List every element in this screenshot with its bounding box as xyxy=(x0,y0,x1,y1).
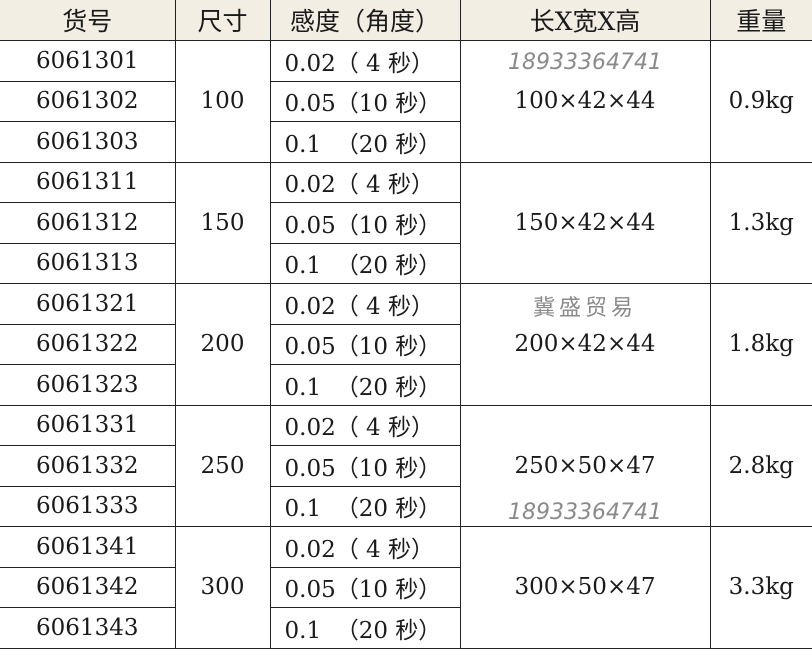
table-row: 6061332 0.05（10 秒） xyxy=(0,445,812,487)
item-number: 6061311 xyxy=(0,161,176,203)
table-row: 6061323 0.1 （20 秒） xyxy=(0,364,812,406)
table-row: 6061322 0.05（10 秒） xyxy=(0,323,812,365)
header-row: 货号 尺寸 感度（角度） 长X宽X高 重量 xyxy=(0,0,812,41)
sensitivity-cell: 0.1 （20 秒） xyxy=(269,607,460,649)
sensitivity-cell: 0.05（10 秒） xyxy=(269,566,460,608)
dimensions-cell: 150×42×44 xyxy=(459,161,711,284)
item-number: 6061322 xyxy=(0,323,176,365)
weight-cell: 0.9kg xyxy=(709,40,812,163)
size-cell: 200 xyxy=(174,283,271,406)
table-row: 6061331 250 0.02（ 4 秒） 250×50×47 2.8kg xyxy=(0,404,812,527)
weight-cell: 1.8kg xyxy=(709,283,812,406)
item-number: 6061342 xyxy=(0,566,176,608)
weight-cell: 3.3kg xyxy=(709,526,812,649)
item-number: 6061323 xyxy=(0,364,176,406)
size-cell: 250 xyxy=(174,404,271,527)
item-number: 6061312 xyxy=(0,202,176,244)
sensitivity-cell: 0.02（ 4 秒） xyxy=(269,526,461,568)
sensitivity-cell: 0.02（ 4 秒） xyxy=(269,161,461,203)
size-cell: 150 xyxy=(174,161,271,284)
header-weight: 重量 xyxy=(709,0,812,41)
sensitivity-cell: 0.1 （20 秒） xyxy=(269,364,460,406)
sensitivity-cell: 0.05（10 秒） xyxy=(269,323,460,365)
item-number: 6061321 xyxy=(0,283,176,325)
sensitivity-cell: 0.02（ 4 秒） xyxy=(269,404,461,446)
sensitivity-cell: 0.05（10 秒） xyxy=(269,202,460,244)
table-row: 6061302 0.05（10 秒） xyxy=(0,80,812,122)
sensitivity-cell: 0.05（10 秒） xyxy=(269,445,460,487)
table-row: 6061311 150 0.02（ 4 秒） 150×42×44 1.3kg xyxy=(0,161,812,284)
table-row: 6061333 0.1 （20 秒） xyxy=(0,485,812,527)
item-number: 6061303 xyxy=(0,121,176,163)
item-number: 6061341 xyxy=(0,526,176,568)
item-number: 6061313 xyxy=(0,242,176,284)
item-number: 6061343 xyxy=(0,607,176,649)
header-item-no: 货号 xyxy=(0,0,176,41)
dimensions-cell: 300×50×47 xyxy=(459,526,711,649)
table-row: 6061313 0.1 （20 秒） xyxy=(0,242,812,284)
dimensions-cell: 250×50×47 xyxy=(459,404,711,527)
item-number: 6061331 xyxy=(0,404,176,446)
sensitivity-cell: 0.1 （20 秒） xyxy=(269,242,460,284)
sensitivity-cell: 0.02（ 4 秒） xyxy=(269,283,461,325)
table-row: 6061301 100 0.02（ 4 秒） 100×42×44 0.9kg xyxy=(0,40,812,163)
table-row: 6061321 200 0.02（ 4 秒） 200×42×44 1.8kg xyxy=(0,283,812,406)
header-dimensions: 长X宽X高 xyxy=(459,0,711,41)
weight-cell: 1.3kg xyxy=(709,161,812,284)
item-number: 6061302 xyxy=(0,80,176,122)
sensitivity-cell: 0.02（ 4 秒） xyxy=(269,40,461,82)
item-number: 6061333 xyxy=(0,485,176,527)
sensitivity-cell: 0.05（10 秒） xyxy=(269,80,460,122)
item-number: 6061301 xyxy=(0,40,176,82)
sensitivity-cell: 0.1 （20 秒） xyxy=(269,121,460,163)
weight-cell: 2.8kg xyxy=(709,404,812,527)
header-size: 尺寸 xyxy=(174,0,271,41)
size-cell: 100 xyxy=(174,40,271,163)
dimensions-cell: 100×42×44 xyxy=(459,40,711,163)
table-row: 6061342 0.05（10 秒） xyxy=(0,566,812,608)
dimensions-cell: 200×42×44 xyxy=(459,283,711,406)
item-number: 6061332 xyxy=(0,445,176,487)
header-sensitivity: 感度（角度） xyxy=(269,0,461,41)
size-cell: 300 xyxy=(174,526,271,649)
table-row: 6061341 300 0.02（ 4 秒） 300×50×47 3.3kg xyxy=(0,526,812,649)
sensitivity-cell: 0.1 （20 秒） xyxy=(269,485,460,527)
table-row: 6061343 0.1 （20 秒） xyxy=(0,607,812,649)
